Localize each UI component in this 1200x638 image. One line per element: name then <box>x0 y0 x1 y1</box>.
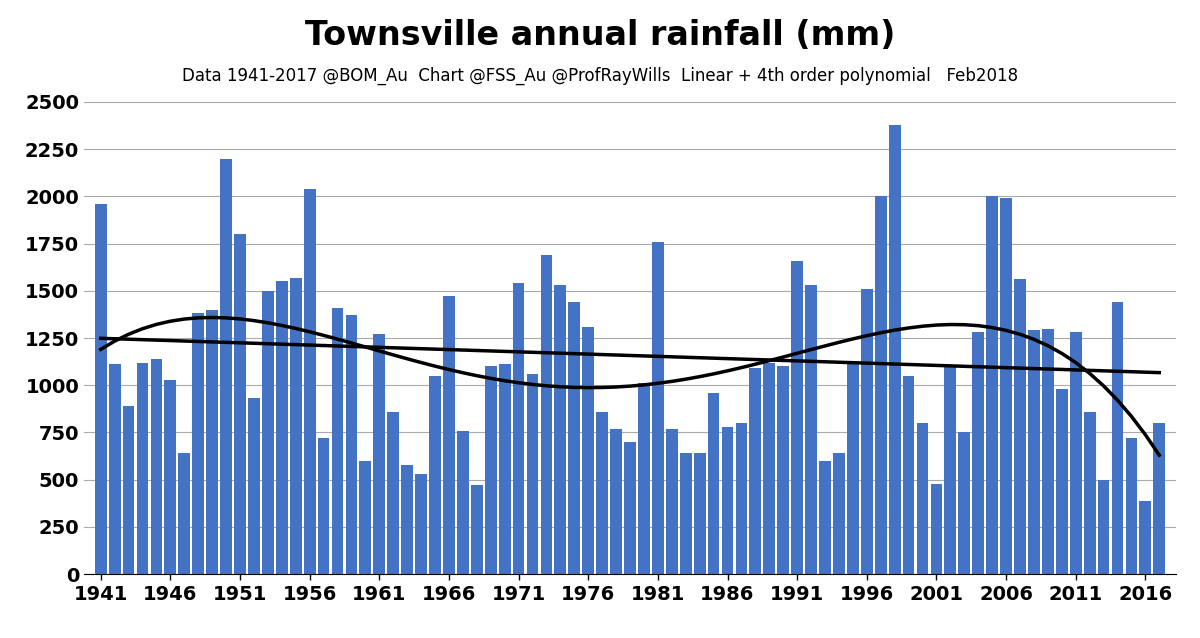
Bar <box>833 453 845 574</box>
Bar <box>1126 438 1138 574</box>
Bar <box>624 442 636 574</box>
Bar <box>917 423 929 574</box>
Bar <box>666 429 678 574</box>
Bar <box>164 380 176 574</box>
Bar <box>944 366 956 574</box>
Bar <box>248 399 260 574</box>
Bar <box>930 484 942 574</box>
Bar <box>1140 500 1151 574</box>
Bar <box>638 383 650 574</box>
Bar <box>1084 412 1096 574</box>
Bar <box>540 255 552 574</box>
Bar <box>109 364 120 574</box>
Bar <box>1153 423 1165 574</box>
Bar <box>527 374 539 574</box>
Bar <box>499 364 510 574</box>
Bar <box>95 204 107 574</box>
Bar <box>470 486 482 574</box>
Bar <box>763 362 775 574</box>
Bar <box>122 406 134 574</box>
Bar <box>346 315 358 574</box>
Bar <box>708 393 720 574</box>
Bar <box>388 412 400 574</box>
Bar <box>206 309 218 574</box>
Bar <box>750 368 761 574</box>
Bar <box>276 281 288 574</box>
Bar <box>1028 330 1040 574</box>
Bar <box>652 242 664 574</box>
Bar <box>778 366 790 574</box>
Bar <box>430 376 440 574</box>
Bar <box>192 313 204 574</box>
Bar <box>959 433 971 574</box>
Bar <box>443 297 455 574</box>
Bar <box>860 289 872 574</box>
Bar <box>485 366 497 574</box>
Bar <box>791 260 803 574</box>
Bar <box>1111 302 1123 574</box>
Bar <box>694 453 706 574</box>
Bar <box>1056 389 1068 574</box>
Text: Data 1941-2017 @BOM_Au  Chart @FSS_Au @ProfRayWills  Linear + 4th order polynomi: Data 1941-2017 @BOM_Au Chart @FSS_Au @Pr… <box>182 67 1018 85</box>
Bar <box>820 461 830 574</box>
Bar <box>401 464 413 574</box>
Bar <box>137 362 149 574</box>
Bar <box>875 197 887 574</box>
Bar <box>360 461 371 574</box>
Bar <box>889 124 900 574</box>
Bar <box>512 283 524 574</box>
Bar <box>736 423 748 574</box>
Bar <box>721 427 733 574</box>
Bar <box>262 291 274 574</box>
Text: Townsville annual rainfall (mm): Townsville annual rainfall (mm) <box>305 19 895 52</box>
Bar <box>318 438 330 574</box>
Bar <box>847 362 859 574</box>
Bar <box>331 308 343 574</box>
Bar <box>1042 329 1054 574</box>
Bar <box>679 453 691 574</box>
Bar <box>902 376 914 574</box>
Bar <box>569 302 581 574</box>
Bar <box>373 334 385 574</box>
Bar <box>1069 332 1081 574</box>
Bar <box>304 189 316 574</box>
Bar <box>1000 198 1012 574</box>
Bar <box>972 332 984 574</box>
Bar <box>179 453 191 574</box>
Bar <box>554 285 566 574</box>
Bar <box>289 278 301 574</box>
Bar <box>582 327 594 574</box>
Bar <box>986 197 998 574</box>
Bar <box>1098 480 1110 574</box>
Bar <box>150 359 162 574</box>
Bar <box>610 429 622 574</box>
Bar <box>457 431 469 574</box>
Bar <box>805 285 817 574</box>
Bar <box>234 234 246 574</box>
Bar <box>220 158 232 574</box>
Bar <box>415 474 427 574</box>
Bar <box>596 412 608 574</box>
Bar <box>1014 279 1026 574</box>
